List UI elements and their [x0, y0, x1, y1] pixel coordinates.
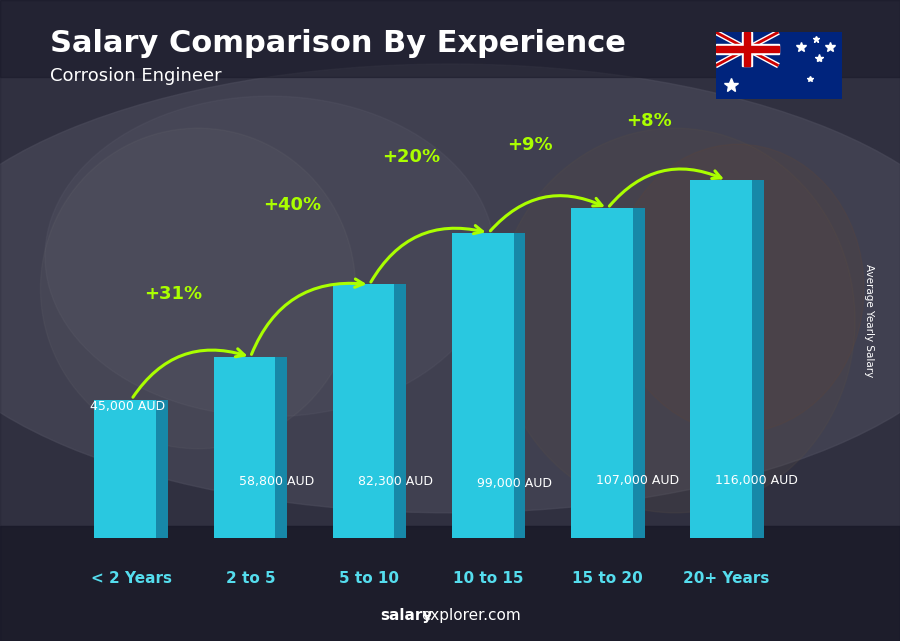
Ellipse shape [612, 144, 864, 433]
Text: Salary Comparison By Experience: Salary Comparison By Experience [50, 29, 625, 58]
Bar [0, 526, 900, 641]
Text: < 2 Years: < 2 Years [91, 571, 172, 586]
Polygon shape [633, 208, 644, 538]
Text: 5 to 10: 5 to 10 [339, 571, 400, 586]
Text: 45,000 AUD: 45,000 AUD [90, 401, 165, 413]
Bar [94, 399, 157, 538]
Text: 20+ Years: 20+ Years [683, 571, 770, 586]
Text: 82,300 AUD: 82,300 AUD [357, 474, 433, 488]
Ellipse shape [45, 96, 495, 417]
Text: 2 to 5: 2 to 5 [226, 571, 275, 586]
Bar [333, 285, 394, 538]
Bar [744, 32, 750, 66]
Bar [213, 357, 275, 538]
Text: 116,000 AUD: 116,000 AUD [715, 474, 797, 487]
Bar [571, 208, 633, 538]
Ellipse shape [0, 64, 900, 513]
Text: 15 to 20: 15 to 20 [572, 571, 643, 586]
Text: +31%: +31% [144, 285, 202, 303]
Polygon shape [514, 233, 526, 538]
Polygon shape [394, 285, 407, 538]
Bar [689, 180, 751, 538]
Ellipse shape [495, 128, 855, 513]
Text: Corrosion Engineer: Corrosion Engineer [50, 67, 221, 85]
Bar [716, 46, 778, 51]
Polygon shape [752, 180, 763, 538]
Text: 10 to 15: 10 to 15 [454, 571, 524, 586]
Ellipse shape [40, 128, 356, 449]
Polygon shape [275, 357, 287, 538]
Bar [0, 0, 900, 77]
Text: +8%: +8% [626, 112, 672, 130]
Text: 58,800 AUD: 58,800 AUD [238, 474, 314, 488]
Text: 107,000 AUD: 107,000 AUD [596, 474, 679, 487]
Text: 99,000 AUD: 99,000 AUD [477, 476, 552, 490]
Bar [742, 32, 752, 66]
Text: explorer.com: explorer.com [421, 608, 521, 623]
Text: +9%: +9% [508, 136, 553, 154]
Text: +40%: +40% [263, 196, 321, 213]
Bar [716, 44, 778, 54]
Bar [452, 233, 514, 538]
Text: +20%: +20% [382, 148, 440, 166]
Text: salary: salary [380, 608, 432, 623]
Polygon shape [157, 399, 168, 538]
Text: Average Yearly Salary: Average Yearly Salary [863, 264, 874, 377]
